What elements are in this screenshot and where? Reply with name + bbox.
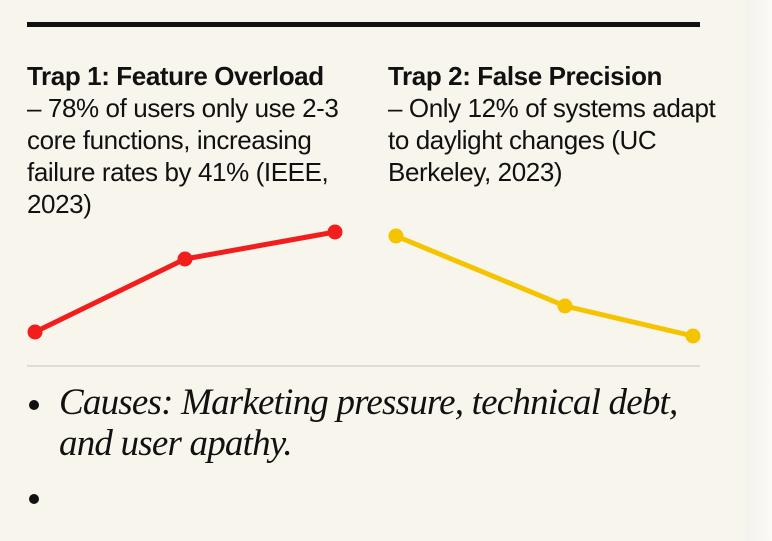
trap-2-trend-point [557, 298, 573, 314]
trap-2-trend-point [388, 228, 404, 244]
trap-1: Trap 1: Feature Overload – 78% of users … [27, 60, 372, 220]
trap-2-trend-line [395, 233, 694, 339]
trap-1-body: – 78% of users only use 2-3 core functio… [27, 93, 339, 219]
bullet-icon [29, 400, 39, 410]
bullet-list: Causes: Marketing pressure, technical de… [27, 382, 707, 510]
trap-1-title: Trap 1: Feature Overload [27, 61, 324, 91]
top-rule [27, 22, 700, 27]
trap-1-trend-line [33, 229, 336, 335]
bullet-item-empty [27, 470, 707, 510]
trap-1-trend-point [177, 251, 193, 267]
trap-2-title: Trap 2: False Precision [388, 61, 663, 91]
trap-2-trend-point [685, 328, 701, 344]
bullet-icon [29, 494, 39, 504]
divider [27, 365, 700, 367]
trap-2-body: – Only 12% of systems adapt to daylight … [388, 93, 716, 187]
trap-1-trend-point [27, 324, 43, 340]
bullet-item: Causes: Marketing pressure, technical de… [27, 382, 707, 464]
page-edge [745, 0, 772, 541]
bullet-text: Causes: Marketing pressure, technical de… [59, 382, 678, 464]
trap-2: Trap 2: False Precision – Only 12% of sy… [388, 60, 718, 188]
trap-1-trend-point [327, 224, 343, 240]
